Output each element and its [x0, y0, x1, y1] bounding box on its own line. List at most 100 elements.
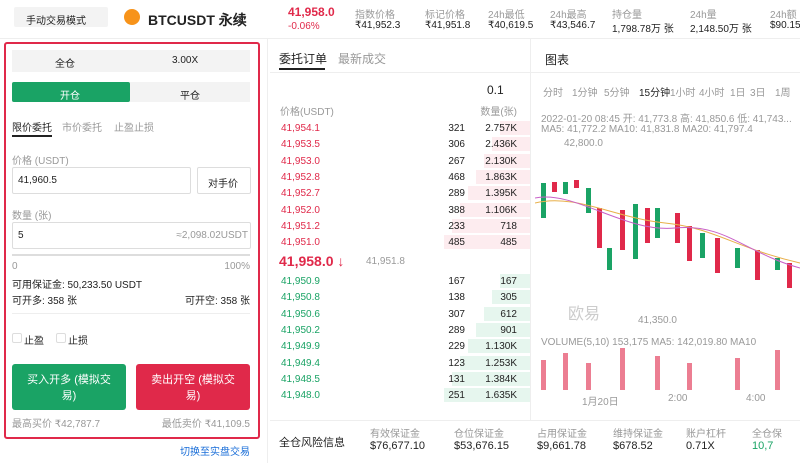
- book-price: 41,952.7: [281, 188, 320, 200]
- stat-label: 24h最低: [488, 10, 525, 21]
- book-qty: 306: [448, 139, 465, 151]
- interval[interactable]: 分时: [543, 88, 563, 99]
- book-price: 41,948.5: [281, 373, 320, 385]
- interval[interactable]: 15分钟: [639, 88, 671, 99]
- order-type[interactable]: 市价委托: [62, 123, 102, 134]
- stop-loss[interactable]: 止损: [68, 336, 88, 347]
- stat-value: ₹41,952.3: [355, 20, 401, 31]
- precision[interactable]: 0.1: [487, 83, 504, 97]
- x-label: 4:00: [746, 393, 766, 404]
- amount[interactable]: 5: [18, 230, 24, 241]
- depth-bar: [476, 322, 530, 337]
- interval[interactable]: 1小时: [670, 88, 696, 99]
- depth-bar: [460, 202, 530, 217]
- interval[interactable]: 4小时: [699, 88, 725, 99]
- slider[interactable]: [12, 254, 250, 256]
- book-qty: 289: [448, 188, 465, 200]
- book-total: 1.384K: [485, 373, 517, 385]
- book-tab[interactable]: 委托订单: [279, 52, 328, 66]
- mode[interactable]: 手动交易模式: [26, 16, 86, 27]
- interval[interactable]: 1日: [730, 88, 746, 99]
- mode-select[interactable]: [14, 7, 108, 27]
- book-price: 41,953.5: [281, 139, 320, 151]
- price-input[interactable]: [12, 167, 191, 194]
- book-qty: 485: [448, 237, 465, 249]
- book-price: 41,948.0: [281, 390, 320, 402]
- last-price: 41,958.0: [288, 5, 335, 19]
- volume-bars: [541, 348, 780, 390]
- stat-value: 2,148.50万 张: [690, 24, 752, 35]
- risk-label: 有效保证金: [370, 429, 420, 440]
- book-qty: 167: [448, 276, 465, 287]
- amount-input[interactable]: [12, 222, 251, 249]
- interval[interactable]: 1分钟: [572, 88, 598, 99]
- switch-link[interactable]: 切换至实盘交易: [180, 447, 250, 458]
- book-qty: 131: [448, 373, 465, 385]
- checkbox[interactable]: [56, 333, 66, 343]
- leverage[interactable]: 3.00X: [172, 55, 199, 66]
- book-header: 价格(USDT): [280, 107, 334, 118]
- book-price: 41,951.2: [281, 220, 320, 232]
- book-total: 612: [500, 308, 517, 320]
- counter-price[interactable]: 对手价: [208, 179, 238, 190]
- depth-bar: [500, 274, 530, 288]
- stat-label: 24h最高: [550, 10, 587, 21]
- book-price: 41,952.0: [281, 204, 320, 216]
- order-type[interactable]: 止盈止损: [114, 123, 154, 134]
- stat-label: 标记价格: [425, 10, 465, 21]
- depth-bar: [476, 169, 530, 184]
- amount-usdt: ≈2,098.02USDT: [176, 230, 248, 241]
- depth-bar: [500, 121, 530, 135]
- stat-value: ₹43,546.7: [550, 20, 596, 31]
- sell-button[interactable]: 卖出开空 (模拟交易): [136, 364, 250, 410]
- depth-bar: [492, 290, 530, 305]
- symbol[interactable]: BTCUSDT 永续: [148, 12, 247, 28]
- book-qty: 321: [448, 123, 465, 134]
- take-profit[interactable]: 止盈: [24, 336, 44, 347]
- depth-bar: [444, 388, 530, 403]
- can-short: 可开空: 358 张: [184, 296, 250, 307]
- price-value[interactable]: 41,960.5: [18, 175, 57, 186]
- book-total: 2.130K: [485, 155, 517, 167]
- book-qty: 289: [448, 324, 465, 336]
- book-tab[interactable]: 最新成交: [338, 52, 387, 66]
- book-qty: 229: [448, 341, 465, 353]
- price-label: 价格 (USDT): [12, 156, 69, 167]
- stat-value: ₹40,619.5: [488, 20, 534, 31]
- margin-mode[interactable]: 全仓: [55, 59, 75, 70]
- book-qty: 123: [448, 357, 465, 369]
- divider: [267, 38, 268, 463]
- interval[interactable]: 5分钟: [604, 88, 630, 99]
- book-total: 2.757K: [485, 123, 517, 134]
- book-mark-price: 41,951.8: [366, 256, 405, 267]
- book-qty: 267: [448, 155, 465, 167]
- interval[interactable]: 1周: [775, 88, 791, 99]
- stat-label: 24h量: [690, 10, 717, 21]
- interval[interactable]: 3日: [750, 88, 766, 99]
- depth-bar: [492, 137, 530, 152]
- slider-max: 100%: [224, 261, 250, 272]
- risk-label: 仓位保证金: [454, 429, 504, 440]
- risk-value: $9,661.78: [537, 440, 586, 452]
- risk-label: 全仓保: [752, 429, 782, 440]
- book-price: 41,950.9: [281, 276, 320, 287]
- book-qty: 233: [448, 220, 465, 232]
- divider: [12, 313, 250, 314]
- chart-graphic: [535, 180, 800, 390]
- depth-bar: [484, 306, 530, 321]
- underline: [279, 68, 325, 70]
- book-price: 41,950.2: [281, 324, 320, 336]
- buy-button[interactable]: 买入开多 (模拟交易): [12, 364, 126, 410]
- checkbox[interactable]: [12, 333, 22, 343]
- book-price: 41,951.0: [281, 237, 320, 249]
- volume-info: VOLUME(5,10) 153,175 MA5: 142,019.80 MA1…: [541, 337, 757, 348]
- book-total: 1.635K: [485, 390, 517, 402]
- tab-open[interactable]: 开仓: [60, 91, 80, 102]
- tab-close[interactable]: 平仓: [180, 91, 200, 102]
- ma-line: [535, 196, 800, 269]
- order-type[interactable]: 限价委托: [12, 123, 52, 134]
- depth-bar: [460, 355, 530, 370]
- tab-active: [12, 82, 130, 102]
- counter-button[interactable]: [197, 167, 251, 194]
